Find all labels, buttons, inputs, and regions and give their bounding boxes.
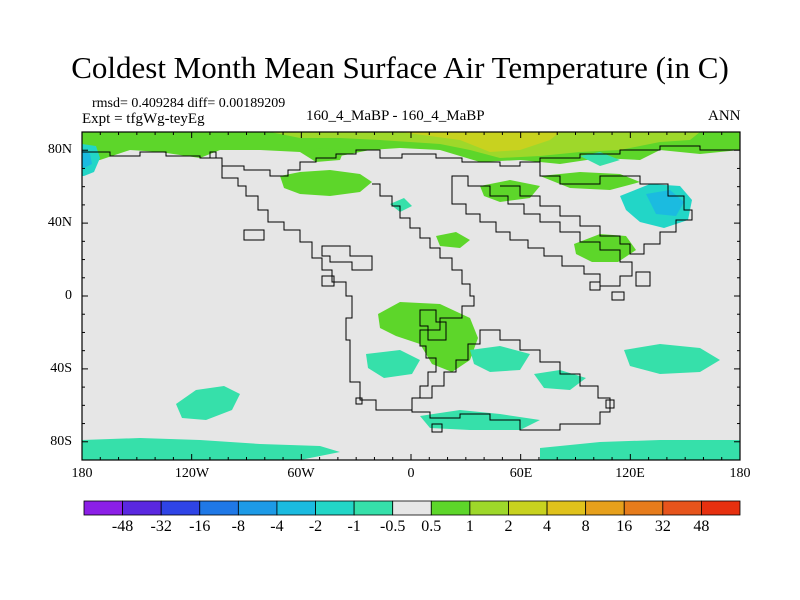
colorbar-label: -16	[189, 518, 211, 535]
colorbar-label: 48	[693, 518, 710, 535]
south-cool-4	[534, 370, 586, 390]
colorbar-label: -4	[270, 518, 284, 535]
colorbar-swatch	[430, 500, 471, 516]
lat-label-40n: 40N	[47, 215, 72, 230]
colorbar-label: -48	[111, 518, 134, 535]
island-4	[635, 271, 651, 287]
axis-ticks	[81, 131, 741, 461]
colorbar-swatch	[160, 500, 201, 516]
lon-label-0: 0	[407, 466, 415, 481]
colorbar-swatch	[122, 500, 162, 516]
pacific-cool-patch	[176, 386, 240, 420]
island-3	[431, 423, 443, 433]
coastline-south-land	[411, 329, 611, 431]
colorbar-label: -0.5	[380, 518, 406, 535]
colorbar-label: 2	[504, 518, 513, 535]
north-cool-1	[390, 198, 412, 212]
island-6	[611, 291, 625, 301]
colorbar-label: 32	[654, 518, 671, 535]
colorbar-label: -2	[308, 518, 323, 535]
south-cool-2	[470, 346, 530, 372]
lat-label-80s: 80S	[50, 434, 72, 449]
europe-warm	[436, 232, 470, 248]
colorbar-label: 4	[543, 518, 552, 535]
coastline-north	[82, 145, 740, 177]
colorbar-label: -32	[150, 518, 172, 535]
center-label: 160_4_MaBP - 160_4_MaBP	[306, 108, 485, 124]
island-7	[209, 151, 217, 159]
antarctic-cool-east	[540, 440, 740, 460]
colorbar-label: 0.5	[421, 518, 442, 535]
antarctic-cool-west	[82, 438, 340, 460]
coastline-east-north	[500, 162, 693, 255]
coastline-west-land	[221, 166, 475, 411]
colorbar-swatch	[662, 500, 702, 516]
lon-label-120e: 120E	[615, 466, 645, 481]
arctic-cool-core	[82, 150, 92, 168]
colorbar-swatch	[701, 500, 741, 516]
colorbar-swatch	[199, 500, 239, 516]
colorbar-swatch	[585, 500, 625, 516]
colorbar-swatch	[623, 500, 664, 516]
lat-label-80n: 80N	[47, 142, 72, 157]
colorbar-label: 8	[581, 518, 590, 535]
colorbar-swatch	[353, 500, 394, 516]
rmsd-diff-stats: rmsd= 0.409284 diff= 0.00189209	[92, 96, 286, 111]
colorbar-swatch	[83, 500, 123, 516]
colorbar-swatch	[546, 500, 587, 516]
lon-label-120w: 120W	[174, 466, 210, 481]
north-cool-2	[580, 152, 620, 166]
season-label: ANN	[708, 108, 741, 124]
coastline-east-land	[451, 175, 633, 287]
experiment-label: Expt = tfgWg-teyEg	[82, 111, 205, 127]
lon-label-180w: 180	[71, 466, 93, 481]
south-cool-3	[624, 344, 720, 374]
island-2	[355, 397, 363, 405]
coastline-inner-sea	[321, 245, 373, 271]
colorbar-swatch	[276, 500, 316, 516]
colorbar-label: -1	[347, 518, 361, 535]
coastlines	[82, 145, 740, 433]
lon-label-60w: 60W	[287, 466, 315, 481]
coastline-inner-basin	[419, 309, 447, 341]
colorbar-label: 1	[465, 518, 474, 535]
lat-label-40s: 40S	[50, 361, 72, 376]
colorbar-swatch	[508, 500, 548, 516]
colorbar-label: -8	[231, 518, 245, 535]
south-cool-1	[366, 350, 420, 378]
lon-label-180e: 180	[729, 466, 751, 481]
colorbar-swatch	[237, 500, 278, 516]
colorbar-label: 16	[616, 518, 633, 535]
lon-label-60e: 60E	[509, 466, 533, 481]
southern-ocean-cool	[420, 410, 540, 430]
plot-title: Coldest Month Mean Surface Air Temperatu…	[71, 50, 729, 85]
colorbar-swatch	[315, 500, 355, 516]
island-1	[243, 229, 265, 241]
island-8	[321, 275, 335, 287]
colorbar-swatch	[469, 500, 509, 516]
north-america-warm	[280, 170, 372, 196]
arctic-warm-core	[400, 132, 560, 152]
island-9	[605, 399, 615, 409]
lat-label-0: 0	[65, 288, 72, 303]
colorbar	[83, 500, 741, 516]
island-5	[589, 281, 601, 291]
colorbar-swatch	[392, 500, 432, 516]
